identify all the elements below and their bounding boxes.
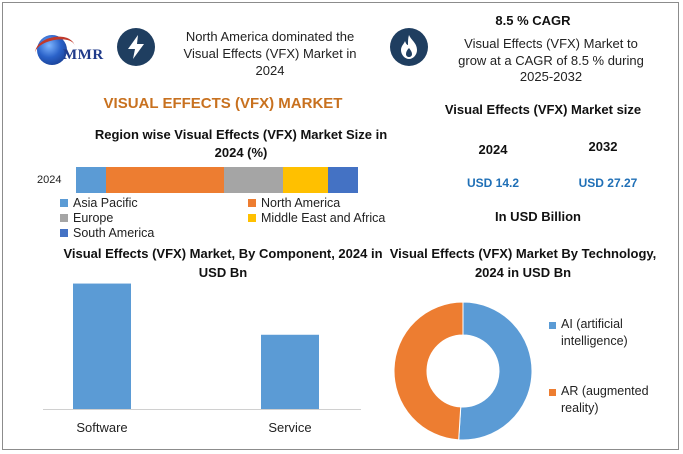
legend-swatch: [60, 199, 68, 207]
legend-item-europe: Europe: [60, 211, 113, 225]
flame-icon: [390, 28, 428, 66]
legend-swatch: [248, 214, 256, 222]
dominance-text: North America dominated the Visual Effec…: [183, 29, 357, 78]
cagr-text: Visual Effects (VFX) Market to grow at a…: [458, 36, 644, 84]
technology-chart-title: Visual Effects (VFX) Market By Technolog…: [389, 246, 657, 280]
bar-software: [73, 283, 131, 409]
main-title: VISUAL EFFECTS (VFX) MARKET: [103, 95, 343, 112]
market-size-year-2024: 2024: [478, 142, 508, 157]
logo-text: MMR: [63, 47, 104, 63]
legend-label-ai: AI (artificial intelligence): [561, 317, 628, 348]
legend-label: South America: [73, 226, 155, 240]
legend-label: Asia Pacific: [73, 196, 138, 210]
legend-item-middle-east-africa: Middle East and Africa: [248, 211, 385, 225]
bar-segment-europe: [224, 167, 284, 193]
x-tick-label: Software: [76, 420, 127, 435]
legend-swatch: [60, 229, 68, 237]
bar-segment-middle-east-and-africa: [283, 167, 329, 193]
legend-item-asia-pacific: Asia Pacific: [60, 196, 138, 210]
region-stacked-bar: [76, 167, 358, 193]
legend-label: Middle East and Africa: [261, 211, 386, 225]
bar-segment-asia-pacific: [76, 167, 106, 193]
component-bar-chart: Software Service: [43, 283, 361, 435]
donut-slice-ar: [393, 301, 464, 441]
market-size-unit: In USD Billion: [495, 209, 581, 224]
bar-segment-south-america: [328, 167, 358, 193]
infographic-frame: MMR North America dominated the Visual E…: [2, 2, 679, 450]
market-size-year-2032: 2032: [588, 139, 618, 154]
legend-item-south-america: South America: [60, 226, 154, 240]
technology-donut-chart: [393, 301, 533, 441]
component-chart-title: Visual Effects (VFX) Market, By Componen…: [63, 246, 383, 280]
legend-label-ar: AR (augmented reality): [561, 384, 649, 415]
legend-swatch-ar: [549, 389, 556, 396]
region-chart-title: Region wise Visual Effects (VFX) Market …: [94, 127, 388, 160]
legend-swatch: [60, 214, 68, 222]
market-size-value-2032: USD 27.27: [578, 176, 638, 190]
market-size-value-2024: USD 14.2: [466, 176, 520, 190]
donut-slice-ai: [458, 301, 533, 441]
x-tick-label: Service: [268, 420, 311, 435]
cagr-title: 8.5 % CAGR: [495, 13, 571, 28]
legend-swatch-ai: [549, 322, 556, 329]
globe-icon: [37, 35, 67, 65]
legend-label: North America: [261, 196, 341, 210]
market-size-title: Visual Effects (VFX) Market size: [444, 102, 642, 117]
mmr-logo: MMR: [32, 23, 113, 73]
legend-label: Europe: [73, 211, 114, 225]
region-bar-category: 2024: [37, 174, 62, 186]
legend-swatch: [248, 199, 256, 207]
bar-service: [261, 334, 319, 409]
lightning-icon: [117, 28, 155, 66]
legend-item-north-america: North America: [248, 196, 340, 210]
bar-segment-north-america: [105, 167, 225, 193]
